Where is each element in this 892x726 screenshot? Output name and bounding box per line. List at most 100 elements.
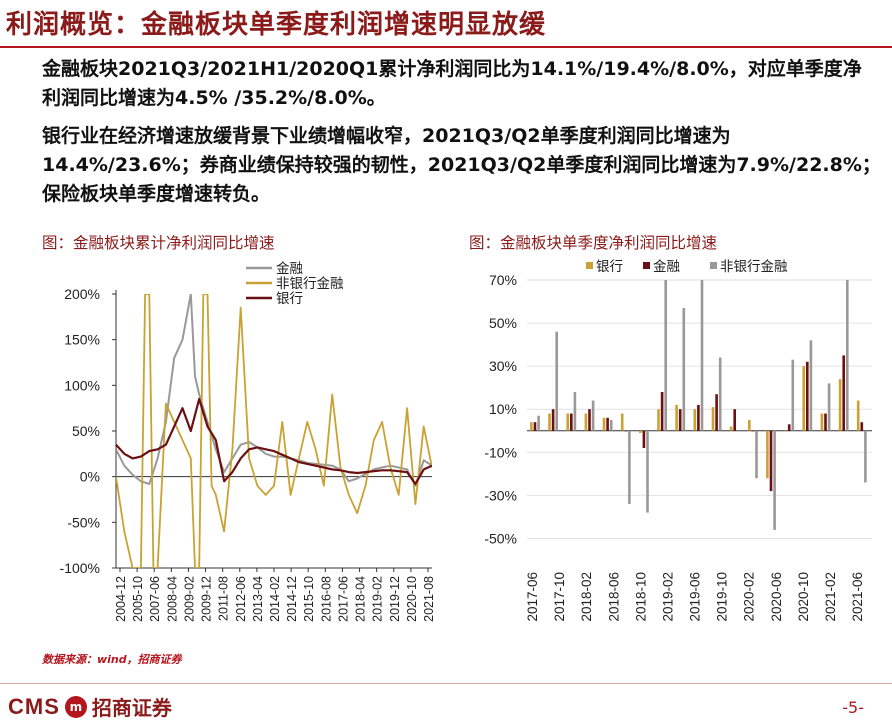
left-x-tick-label: 2009-12: [200, 576, 214, 622]
right-bar-finance: [751, 430, 755, 432]
right-bar-nonbank: [827, 383, 831, 431]
left-x-tick-label: 2021-08: [422, 576, 436, 622]
right-bar-bank: [620, 413, 624, 431]
right-bar-finance: [697, 404, 700, 431]
logo-mark-icon: m: [64, 695, 87, 718]
right-x-tick-label: 2021-06: [850, 572, 865, 622]
right-bar-bank: [675, 404, 678, 431]
right-legend-label: 银行: [596, 259, 623, 275]
right-legend-label: 金融: [653, 259, 681, 275]
right-bar-finance: [678, 409, 682, 431]
right-bar-nonbank: [846, 280, 849, 431]
right-bar-nonbank: [737, 430, 740, 432]
right-y-tick-label: 30%: [489, 358, 517, 374]
right-x-tick-label: 2018-10: [633, 572, 648, 622]
right-bar-finance: [588, 409, 591, 431]
left-x-tick-label: 2018-04: [354, 576, 368, 622]
right-legend-swatch: [643, 262, 650, 269]
right-bar-bank: [693, 409, 697, 431]
right-x-tick-label: 2018-06: [606, 572, 621, 622]
right-bar-finance: [806, 361, 809, 431]
right-bar-finance: [551, 409, 555, 431]
left-y-tick-label: 150%: [64, 332, 100, 348]
right-x-tick-label: 2019-02: [660, 572, 675, 622]
right-bar-finance: [769, 430, 773, 492]
left-y-tick-label: 100%: [64, 377, 100, 393]
right-bar-finance: [787, 424, 791, 431]
right-bar-finance: [824, 413, 827, 431]
right-bar-nonbank: [646, 430, 649, 513]
right-bar-finance: [624, 430, 628, 432]
right-chart-title: 图：金融板块单季度净利润同比增速: [469, 234, 718, 252]
right-bar-bank: [820, 413, 824, 431]
left-series-line: [116, 397, 432, 486]
right-bar-bank: [802, 366, 805, 431]
right-bar-bank: [856, 400, 860, 431]
page-title: 利润概览：金融板块单季度利润增速明显放缓: [6, 10, 547, 40]
right-x-tick-label: 2018-02: [579, 572, 594, 622]
right-bar-nonbank: [664, 280, 667, 431]
page-number: -5-: [842, 698, 864, 717]
logo-cms-text: CMS: [8, 693, 60, 719]
right-bar-nonbank: [791, 359, 795, 431]
right-x-tick-label: 2020-06: [769, 572, 784, 622]
right-y-tick-label: -10%: [484, 444, 517, 460]
left-y-tick-label: -100%: [60, 560, 100, 576]
left-legend-label: 银行: [276, 291, 303, 307]
left-x-tick-label: 2014-02: [268, 576, 282, 622]
left-x-tick-label: 2013-04: [251, 576, 265, 622]
right-x-tick-label: 2020-10: [796, 572, 811, 622]
right-bar-bank: [657, 409, 660, 431]
left-y-tick-label: 50%: [72, 423, 100, 439]
left-x-tick-label: 2020-10: [405, 576, 419, 622]
right-bar-nonbank: [682, 308, 686, 431]
right-bar-nonbank: [628, 430, 631, 504]
right-bar-bank: [711, 407, 715, 431]
right-legend-swatch: [586, 262, 593, 269]
left-series-line: [116, 294, 432, 568]
right-bar-nonbank: [591, 400, 595, 431]
left-x-tick-label: 2017-06: [336, 576, 350, 622]
right-bar-nonbank: [573, 392, 577, 431]
right-bar-finance: [715, 394, 718, 431]
left-legend-label: 非银行金融: [276, 276, 344, 292]
left-series-line: [116, 294, 432, 487]
left-x-tick-label: 2019-12: [388, 576, 402, 622]
left-x-tick-label: 2005-10: [131, 576, 145, 622]
data-source: 数据来源：wind，招商证券: [42, 653, 182, 666]
left-x-tick-label: 2008-04: [165, 576, 179, 622]
right-bar-finance: [660, 392, 664, 431]
right-bar-finance: [570, 413, 573, 431]
left-x-tick-label: 2015-10: [302, 576, 316, 622]
right-x-tick-label: 2017-10: [552, 572, 567, 622]
right-bar-nonbank: [555, 331, 558, 431]
left-chart-title: 图：金融板块累计净利润同比增速: [42, 234, 275, 252]
right-bar-bank: [784, 430, 787, 432]
left-x-tick-label: 2004-12: [114, 576, 128, 622]
right-bar-bank: [566, 413, 569, 431]
right-bar-finance: [642, 430, 646, 448]
brand-logo: CMS m 招商证券: [8, 692, 172, 721]
right-y-tick-label: 70%: [489, 272, 517, 288]
left-x-tick-label: 2012-06: [234, 576, 248, 622]
right-bar-bank: [838, 379, 842, 431]
right-bar-bank: [748, 420, 751, 431]
right-bar-finance: [733, 409, 736, 431]
left-x-tick-label: 2007-06: [148, 576, 162, 622]
right-legend-swatch: [710, 262, 717, 269]
right-bar-bank: [602, 417, 606, 431]
right-bar-nonbank: [755, 430, 758, 479]
right-bar-bank: [548, 413, 551, 431]
right-bar-nonbank: [773, 430, 776, 530]
right-bar-bank: [729, 426, 733, 431]
right-bar-finance: [606, 417, 609, 431]
right-legend-label: 非银行金融: [720, 259, 788, 275]
left-x-tick-label: 2011-08: [217, 576, 231, 621]
right-x-tick-label: 2020-02: [742, 572, 757, 622]
right-bar-nonbank: [700, 280, 704, 431]
right-y-tick-label: 50%: [489, 315, 517, 331]
right-x-tick-label: 2021-02: [823, 572, 838, 622]
right-x-tick-label: 2019-06: [688, 572, 703, 622]
left-y-tick-label: 200%: [64, 286, 100, 302]
